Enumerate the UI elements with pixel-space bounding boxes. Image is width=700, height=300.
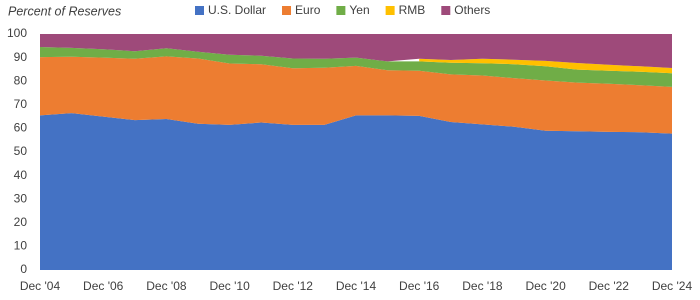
area: [40, 113, 672, 270]
y-tick-label: 90: [14, 50, 28, 64]
y-tick-label: 20: [14, 215, 28, 229]
area: [40, 56, 672, 134]
legend-label: Yen: [349, 3, 369, 17]
y-tick-label: 40: [14, 168, 28, 182]
area: [419, 58, 672, 74]
x-tick-label: Dec '14: [336, 279, 377, 293]
legend-label: RMB: [399, 3, 426, 17]
x-tick-label: Dec '20: [525, 279, 566, 293]
legend-swatch: [195, 6, 204, 15]
y-tick-label: 30: [14, 191, 28, 205]
y-tick-label: 80: [14, 73, 28, 87]
y-tick-label: 0: [20, 262, 27, 276]
y-tick-label: 100: [7, 26, 27, 40]
area: [40, 34, 672, 68]
x-tick-label: Dec '12: [273, 279, 314, 293]
x-tick-label: Dec '10: [209, 279, 250, 293]
x-tick-label: Dec '24: [652, 279, 693, 293]
legend-label: Euro: [295, 3, 321, 17]
legend-swatch: [336, 6, 346, 15]
legend-label: U.S. Dollar: [208, 3, 266, 17]
area: [40, 47, 672, 87]
legend-swatch: [441, 6, 451, 15]
chart-subtitle: Percent of Reserves: [8, 4, 121, 18]
legend-swatch: [282, 6, 292, 15]
y-tick-label: 10: [14, 239, 28, 253]
legend-swatch: [385, 6, 395, 15]
x-tick-label: Dec '06: [83, 279, 124, 293]
y-tick-label: 50: [14, 144, 28, 158]
x-tick-label: Dec '16: [399, 279, 440, 293]
y-tick-label: 70: [14, 97, 28, 111]
x-tick-label: Dec '22: [589, 279, 630, 293]
x-tick-label: Dec '18: [462, 279, 503, 293]
x-tick-label: Dec '04: [20, 279, 61, 293]
y-tick-label: 60: [14, 121, 28, 135]
x-tick-label: Dec '08: [146, 279, 187, 293]
legend-label: Others: [454, 3, 490, 17]
